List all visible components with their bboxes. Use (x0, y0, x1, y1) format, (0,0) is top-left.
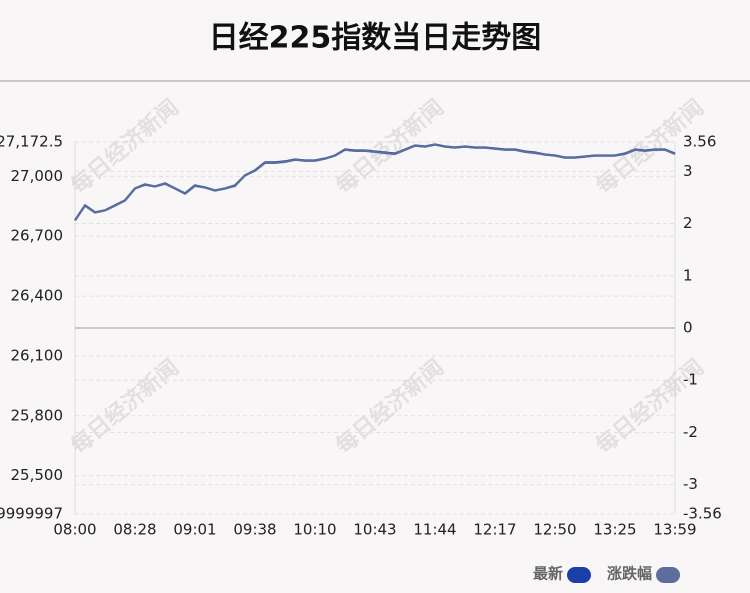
y-tick-label: 27,000 (11, 167, 64, 185)
y2-tick-label: -3 (683, 475, 698, 493)
watermark: 每日经济新闻 (331, 94, 449, 199)
legend-label: 最新 (533, 565, 563, 583)
x-tick-label: 13:59 (653, 521, 696, 539)
y2-tick-label: 1 (683, 266, 693, 284)
y2-tick-label: -1 (683, 371, 698, 389)
y2-tick-label: -2 (683, 423, 698, 441)
legend-label: 涨跌幅 (607, 565, 652, 583)
y2-tick-label: -3.56 (683, 505, 722, 523)
y2-tick-label: 2 (683, 214, 693, 232)
x-tick-label: 08:28 (113, 521, 156, 539)
y2-tick-label: 3.56 (683, 133, 716, 151)
x-tick-label: 12:17 (473, 521, 516, 539)
x-tick-label: 09:38 (233, 521, 276, 539)
watermark: 每日经济新闻 (66, 354, 184, 459)
legend-swatch (656, 567, 681, 583)
series-line (74, 143, 676, 222)
y2-tick-label: 3 (683, 162, 693, 180)
x-tick-label: 13:25 (593, 521, 636, 539)
y-tick-label: 9999997 (0, 505, 63, 523)
chart-title: 日经225指数当日走势图 (209, 21, 542, 56)
y-tick-label: 27,172.5 (0, 133, 63, 151)
x-tick-label: 10:10 (293, 521, 336, 539)
watermarks: 每日经济新闻 每日经济新闻 每日经济新闻 每日经济新闻 每日经济新闻 每日经济新… (66, 94, 709, 459)
y-tick-label: 25,500 (11, 466, 64, 484)
x-tick-label: 10:43 (353, 521, 396, 539)
watermark: 每日经济新闻 (331, 354, 449, 459)
y-tick-label: 25,800 (11, 406, 64, 424)
x-tick-label: 11:44 (413, 521, 456, 539)
x-tick-label: 09:01 (173, 521, 216, 539)
y2-tick-label: 0 (683, 319, 693, 337)
y-tick-label: 26,700 (11, 227, 64, 245)
legend-swatch (567, 567, 592, 583)
y-tick-label: 26,100 (11, 346, 64, 364)
y-tick-label: 26,400 (11, 287, 64, 305)
x-tick-label: 12:50 (533, 521, 576, 539)
x-tick-label: 08:00 (53, 521, 96, 539)
